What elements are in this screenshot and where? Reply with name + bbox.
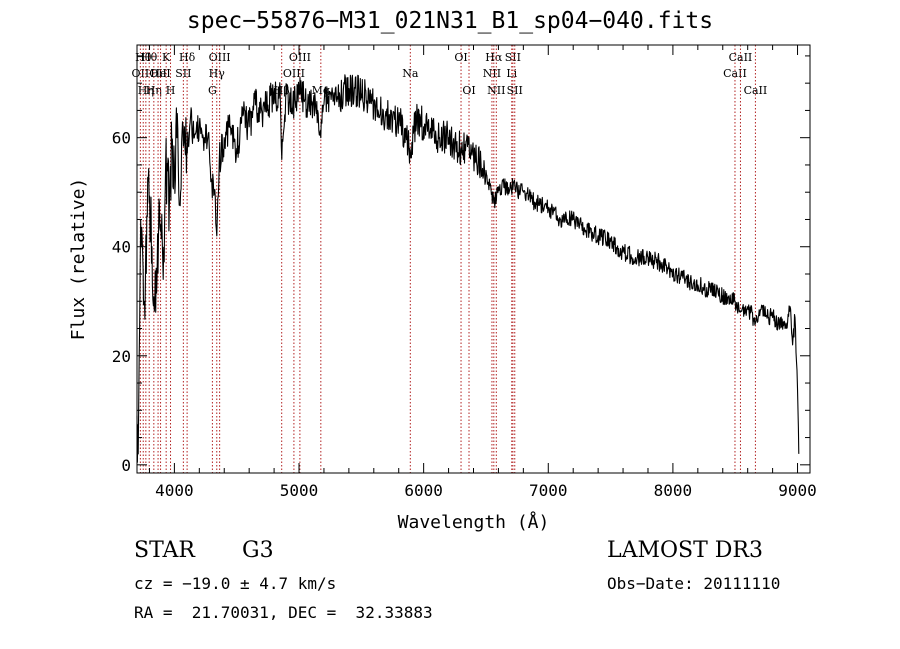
line-label: OII bbox=[132, 67, 150, 80]
line-label: OII bbox=[149, 67, 167, 80]
line-label: CaII bbox=[729, 51, 753, 64]
line-label: OI bbox=[462, 84, 475, 97]
spectrum-layer bbox=[136, 74, 800, 463]
y-axis-label: Flux (relative) bbox=[68, 178, 89, 341]
line-label: OIII bbox=[283, 67, 305, 80]
ra-dec-coordinates: RA = 21.70031, DEC = 32.33883 bbox=[134, 603, 433, 622]
x-tick-label: 8000 bbox=[654, 481, 693, 500]
line-label: Hη bbox=[146, 84, 162, 97]
x-axis: 4000 5000 6000 7000 8000 9000 bbox=[148, 45, 817, 500]
line-label: G bbox=[208, 84, 217, 97]
x-axis-label: Wavelength (Å) bbox=[398, 511, 550, 533]
line-label: Na bbox=[402, 67, 419, 80]
line-label: K bbox=[162, 51, 171, 64]
observation-date: Obs−Date: 20111110 bbox=[607, 574, 781, 593]
line-label: OIII bbox=[209, 51, 231, 64]
line-label: CaII bbox=[744, 84, 768, 97]
line-label: Li bbox=[506, 67, 517, 80]
chart-title: spec−55876−M31_021N31_B1_sp04−040.fits bbox=[186, 8, 714, 34]
x-tick-label: 9000 bbox=[778, 481, 817, 500]
line-label: SII bbox=[175, 67, 191, 80]
y-tick-label: 60 bbox=[112, 129, 131, 148]
line-label: H bbox=[166, 84, 176, 97]
x-tick-label: 4000 bbox=[155, 481, 194, 500]
line-label: Hα bbox=[485, 51, 503, 64]
line-label: NII bbox=[487, 84, 505, 97]
line-label: OIII bbox=[289, 51, 311, 64]
plot-frame bbox=[136, 44, 811, 474]
line-label: OI bbox=[454, 51, 467, 64]
line-label: Hη bbox=[138, 84, 154, 97]
survey-name: LAMOST DR3 bbox=[607, 538, 763, 563]
y-tick-label: 0 bbox=[121, 456, 131, 475]
object-subclass: G3 bbox=[242, 538, 274, 563]
line-label: Hθ bbox=[135, 51, 152, 64]
line-label: NII bbox=[483, 67, 501, 80]
x-tick-label: 5000 bbox=[280, 481, 319, 500]
line-markers: OIIHθHηHθHηOIIHeIKHSIIHδGHγOIIIHβOIIIOII… bbox=[132, 45, 768, 473]
x-tick-label: 7000 bbox=[529, 481, 568, 500]
line-label: CaII bbox=[723, 67, 747, 80]
line-label: HeI bbox=[150, 67, 170, 80]
y-tick-label: 20 bbox=[112, 347, 131, 366]
y-tick-label: 40 bbox=[112, 238, 131, 257]
line-label: SII bbox=[505, 51, 521, 64]
line-label: Hγ bbox=[209, 67, 226, 80]
line-label: SII bbox=[507, 84, 523, 97]
spectrum-line bbox=[136, 74, 800, 463]
line-label: Hδ bbox=[179, 51, 196, 64]
redshift-cz: cz = −19.0 ± 4.7 km/s bbox=[134, 574, 337, 593]
object-class: STAR bbox=[134, 538, 195, 563]
x-tick-label: 6000 bbox=[404, 481, 443, 500]
y-axis: 0 20 40 60 bbox=[112, 55, 810, 475]
line-label: Hθ bbox=[141, 51, 158, 64]
